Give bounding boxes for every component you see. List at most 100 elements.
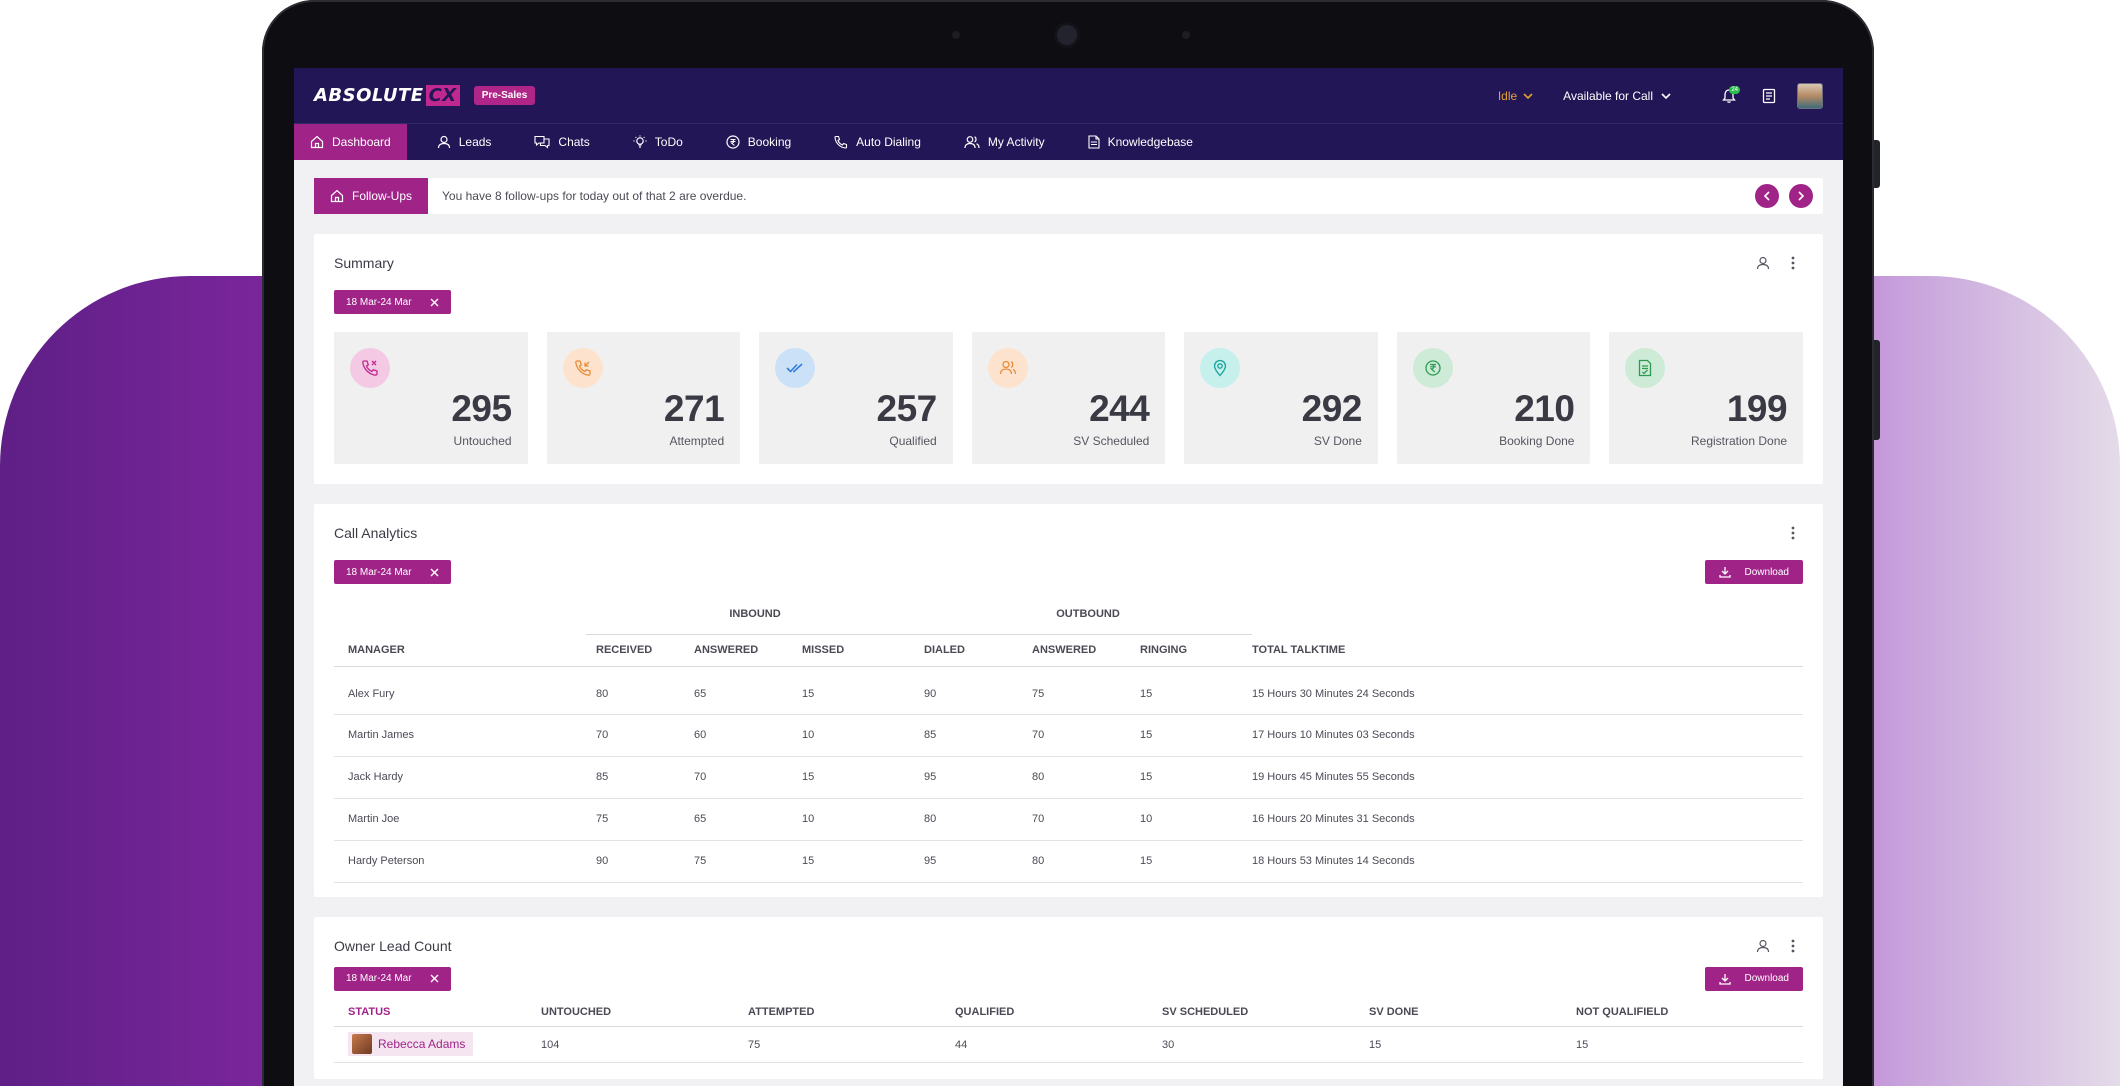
user-avatar[interactable] xyxy=(1797,82,1823,109)
clipboard-icon xyxy=(1762,88,1776,103)
col-ringing[interactable]: RINGING xyxy=(1140,634,1252,667)
summary-title: Summary xyxy=(334,255,394,271)
notifications-button[interactable]: 24 xyxy=(1717,84,1741,108)
col-attempted[interactable]: ATTEMPTED xyxy=(748,998,955,1027)
col-answered-in[interactable]: ANSWERED xyxy=(694,634,802,667)
col-manager[interactable]: MANAGER xyxy=(334,634,586,667)
close-icon[interactable] xyxy=(430,568,439,577)
table-row[interactable]: Rebecca Adams 104 75 44 30 15 15 xyxy=(334,1026,1803,1063)
call-analytics-column-header: MANAGER RECEIVED ANSWERED MISSED DIALED … xyxy=(334,634,1803,667)
stat-attempted[interactable]: 271 Attempted xyxy=(546,332,741,464)
user-icon xyxy=(437,135,450,149)
table-row[interactable]: Hardy Peterson 90 75 15 95 80 15 18 Hour… xyxy=(334,840,1803,883)
table-row[interactable]: Jack Hardy 85 70 15 95 80 15 19 Hours 45… xyxy=(334,756,1803,799)
col-missed[interactable]: MISSED xyxy=(802,634,924,667)
app-logo[interactable]: ABSOLUTE CX xyxy=(314,85,460,106)
owner-lead-download-button[interactable]: Download xyxy=(1704,966,1803,991)
home-icon xyxy=(330,189,344,203)
stat-label: Registration Done xyxy=(1690,434,1788,448)
nav-chats[interactable]: Chats xyxy=(518,124,605,160)
kebab-menu-icon xyxy=(1791,939,1795,952)
nav-leads[interactable]: Leads xyxy=(421,124,508,160)
chat-icon xyxy=(534,135,550,149)
phone-missed-icon xyxy=(350,348,390,388)
summary-more-button[interactable] xyxy=(1783,253,1803,273)
close-icon[interactable] xyxy=(430,974,439,983)
group-inbound: INBOUND xyxy=(586,594,924,635)
col-qualified[interactable]: QUALIFIED xyxy=(955,998,1162,1027)
call-analytics-download-button[interactable]: Download xyxy=(1704,560,1803,584)
phone-icon xyxy=(834,135,848,149)
stat-qualified[interactable]: 257 Qualified xyxy=(759,332,953,464)
rupee-icon xyxy=(726,135,740,149)
notification-count-badge: 24 xyxy=(1729,85,1740,94)
stat-label: SV Scheduled xyxy=(1073,434,1150,448)
nav-dashboard[interactable]: Dashboard xyxy=(294,124,407,160)
chevron-down-icon xyxy=(1523,92,1533,99)
owner-chip[interactable]: Rebecca Adams xyxy=(348,1032,474,1056)
col-total-talktime[interactable]: TOTAL TALKTIME xyxy=(1252,634,1803,667)
summary-user-filter-button[interactable] xyxy=(1753,253,1773,273)
stat-value: 210 xyxy=(1514,388,1575,429)
dashboard-content: Follow-Ups You have 8 follow-ups for tod… xyxy=(294,160,1843,1079)
nav-my-activity[interactable]: My Activity xyxy=(948,124,1061,160)
stat-sv-done[interactable]: 292 SV Done xyxy=(1184,332,1378,464)
stat-untouched[interactable]: 295 Untouched xyxy=(334,332,528,464)
chevron-left-icon xyxy=(1763,191,1770,201)
document-check-icon xyxy=(1625,348,1666,388)
col-answered-out[interactable]: ANSWERED xyxy=(1032,634,1140,667)
location-pin-icon xyxy=(1200,348,1241,388)
stat-value: 292 xyxy=(1301,388,1363,429)
followups-bar: Follow-Ups You have 8 follow-ups for tod… xyxy=(314,178,1823,214)
owner-lead-user-filter-button[interactable] xyxy=(1753,936,1773,956)
call-analytics-table: INBOUND OUTBOUND MANAGER RECEIVED ANSWER… xyxy=(334,594,1803,883)
chevron-right-icon xyxy=(1798,191,1805,201)
stat-value: 271 xyxy=(663,388,725,429)
call-analytics-toolbar: 18 Mar-24 Mar Download xyxy=(334,546,1803,584)
followups-tab[interactable]: Follow-Ups xyxy=(314,178,429,214)
col-dialed[interactable]: DIALED xyxy=(924,634,1032,667)
notes-button[interactable] xyxy=(1757,84,1781,108)
users-icon xyxy=(964,136,980,149)
col-sv-scheduled[interactable]: SV SCHEDULED xyxy=(1162,998,1369,1027)
followups-prev-button[interactable] xyxy=(1755,184,1779,208)
double-check-icon xyxy=(775,348,816,388)
nav-knowledgebase[interactable]: Knowledgebase xyxy=(1072,124,1209,160)
col-not-qualified[interactable]: NOT QUALIFIELD xyxy=(1576,998,1803,1027)
owner-lead-count-card: Owner Lead Count 18 Mar-24 Mar xyxy=(314,916,1823,1079)
nav-booking[interactable]: Booking xyxy=(710,124,807,160)
availability-dropdown[interactable]: Available for Call xyxy=(1563,89,1671,103)
summary-stats: 295 Untouched 271 Attempted xyxy=(334,332,1804,468)
summary-date-filter-chip[interactable]: 18 Mar-24 Mar xyxy=(334,290,451,314)
home-icon xyxy=(310,135,324,149)
top-header: ABSOLUTE CX Pre-Sales Idle Available for … xyxy=(294,68,1843,123)
sensor-left xyxy=(952,31,960,39)
stat-sv-scheduled[interactable]: 244 SV Scheduled xyxy=(971,332,1166,464)
owner-lead-more-button[interactable] xyxy=(1783,936,1803,956)
idle-status-dropdown[interactable]: Idle xyxy=(1498,89,1533,103)
volume-button xyxy=(1874,140,1880,188)
owner-lead-toolbar: 18 Mar-24 Mar Download xyxy=(334,959,1803,991)
followups-next-button[interactable] xyxy=(1789,184,1813,208)
col-status[interactable]: STATUS xyxy=(334,998,541,1027)
call-analytics-more-button[interactable] xyxy=(1783,523,1803,543)
table-row[interactable]: Martin James 70 60 10 85 70 15 17 Hours … xyxy=(334,714,1803,757)
owner-lead-count-header: Owner Lead Count xyxy=(334,933,1803,959)
close-icon[interactable] xyxy=(430,298,439,307)
call-analytics-card: Call Analytics 18 Mar-24 Mar Download xyxy=(314,504,1823,897)
front-camera xyxy=(1057,25,1077,45)
col-sv-done[interactable]: SV DONE xyxy=(1369,998,1576,1027)
call-analytics-header: Call Analytics xyxy=(334,520,1803,546)
owner-lead-date-filter-chip[interactable]: 18 Mar-24 Mar xyxy=(334,966,451,991)
stat-booking-done[interactable]: 210 Booking Done xyxy=(1396,332,1591,464)
table-row[interactable]: Alex Fury 80 65 15 90 75 15 15 Hours 30 … xyxy=(334,666,1803,715)
col-received[interactable]: RECEIVED xyxy=(586,634,694,667)
call-analytics-date-filter-chip[interactable]: 18 Mar-24 Mar xyxy=(334,560,451,584)
nav-todo[interactable]: ToDo xyxy=(617,124,699,160)
col-untouched[interactable]: UNTOUCHED xyxy=(541,998,748,1027)
stat-registration-done[interactable]: 199 Registration Done xyxy=(1609,332,1804,464)
stat-label: SV Done xyxy=(1313,434,1362,448)
nav-auto-dialing[interactable]: Auto Dialing xyxy=(818,124,937,160)
role-badge: Pre-Sales xyxy=(473,86,536,105)
table-row[interactable]: Martin Joe 75 65 10 80 70 10 16 Hours 20… xyxy=(334,798,1803,841)
